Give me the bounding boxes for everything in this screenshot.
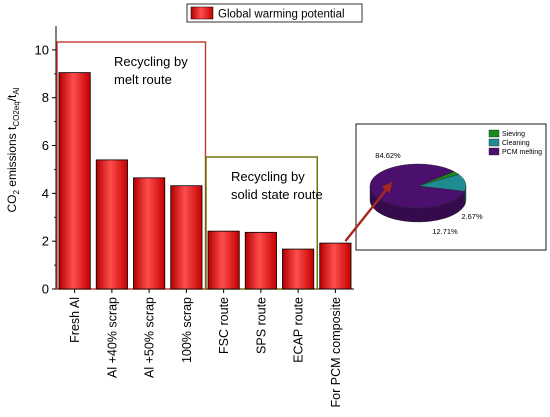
legend: Global warming potential	[186, 3, 363, 23]
x-tick-label: Al +50% scrap	[143, 297, 157, 378]
ylabel-sub-eq: CO2eq	[12, 101, 21, 126]
y-tick-label: 10	[35, 42, 49, 57]
ylabel-base: CO	[5, 194, 19, 212]
pie-value-label: 84.62%	[375, 151, 401, 160]
pie-legend-swatch	[488, 129, 500, 138]
bar	[95, 159, 128, 290]
group-label: melt route	[114, 72, 172, 87]
pie-inset: 2.67%12.71% 84.62% Sieving Cleaning PCM melt…	[355, 123, 547, 251]
bar	[133, 177, 166, 290]
pie-legend-label: PCM melting	[502, 149, 542, 156]
ylabel-sub2: 2	[12, 189, 21, 194]
y-tick-label: 8	[42, 90, 49, 105]
pie-value-label: 12.71%	[432, 227, 458, 236]
connector-arrowhead	[381, 182, 392, 193]
y-tick-label: 6	[42, 138, 49, 153]
legend-swatch	[190, 6, 214, 20]
pie-value-label: 2.67%	[461, 212, 483, 221]
y-tick-label: 0	[42, 282, 49, 297]
y-tick-label: 2	[42, 234, 49, 249]
ylabel-sub-al: Al	[12, 87, 21, 94]
pie-slice	[369, 163, 465, 209]
x-tick-label: FSC route	[217, 297, 231, 354]
x-tick-label: ECAP route	[292, 297, 306, 363]
y-axis-label: CO2 emissions tCO2eq/tAl	[5, 87, 21, 212]
ylabel-mid: emissions t	[5, 126, 19, 190]
group-label: Recycling by	[114, 54, 188, 69]
bar	[207, 230, 240, 290]
y-tick-label: 4	[42, 186, 49, 201]
pie-legend-label: Sieving	[502, 131, 525, 138]
connector-arrow	[344, 189, 387, 242]
bar	[282, 248, 315, 290]
legend-label: Global warming potential	[218, 9, 345, 21]
legend-box	[186, 3, 363, 23]
group-label: solid state route	[231, 187, 323, 202]
x-tick-label: SPS route	[254, 297, 268, 354]
bar	[319, 242, 352, 290]
pie-legend-swatch	[488, 138, 500, 147]
ylabel-slash: /t	[5, 94, 19, 101]
bar	[58, 72, 91, 290]
x-tick-label: Al +40% scrap	[105, 297, 119, 378]
pie-legend-label: Cleaning	[502, 140, 530, 147]
x-tick-label: 100% scrap	[180, 297, 194, 363]
group-label: Recycling by	[231, 169, 305, 184]
bar	[170, 185, 203, 290]
pie-legend-swatch	[488, 147, 500, 156]
x-tick-label: Fresh Al	[68, 297, 82, 343]
bar-plot: 0 2 4 6 8 10 Recycling by melt route Recycling b…	[35, 26, 354, 407]
x-tick-label: For PCM composite	[329, 297, 343, 407]
bar	[244, 231, 277, 290]
svg-text:CO2 emissions tCO2eq/tAl: CO2 emissions tCO2eq/tAl	[5, 87, 21, 212]
